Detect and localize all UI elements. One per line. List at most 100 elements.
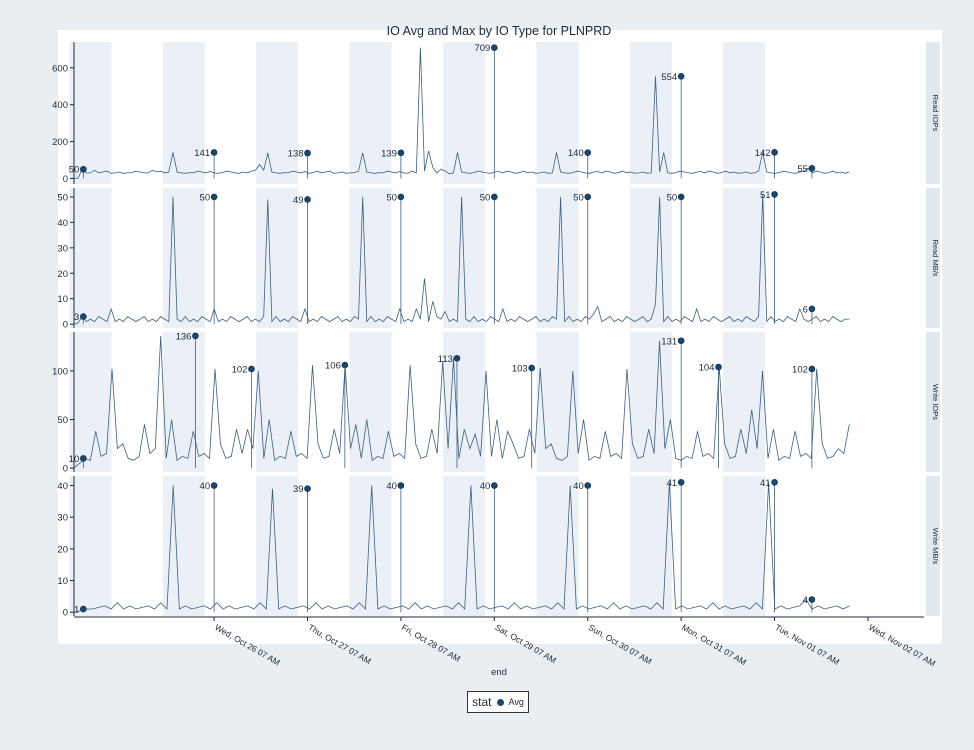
y-tick-label: 0: [63, 320, 68, 331]
marker-label: 113: [438, 354, 453, 365]
marker-label: 139: [381, 148, 397, 159]
marker-label: 41: [667, 478, 678, 489]
marker-label: 104: [699, 363, 715, 374]
avg-marker: [453, 354, 461, 362]
legend-avg-label: Avg: [508, 697, 524, 707]
day-band: [349, 476, 392, 616]
day-band: [349, 188, 392, 328]
day-band: [536, 476, 579, 616]
marker-label: 3: [74, 312, 79, 323]
panel-strip: [926, 476, 940, 616]
panel-label: Write IOPs: [931, 384, 940, 420]
avg-marker: [80, 605, 87, 613]
chart-title: IO Avg and Max by IO Type for PLNPRD: [387, 24, 612, 38]
marker-label: 50: [200, 192, 211, 203]
y-tick-label: 10: [57, 576, 68, 587]
avg-marker: [80, 165, 87, 173]
day-band: [723, 476, 766, 616]
day-band: [256, 188, 299, 328]
day-band: [162, 332, 205, 472]
avg-marker: [808, 596, 816, 603]
x-axis-title: end: [491, 667, 507, 678]
avg-marker: [248, 365, 255, 373]
avg-marker: [584, 149, 592, 156]
marker-label: 709: [474, 43, 490, 54]
avg-marker: [491, 482, 498, 489]
avg-marker: [491, 44, 498, 52]
day-band: [442, 42, 485, 184]
avg-marker: [341, 361, 349, 369]
avg-marker: [491, 193, 498, 201]
avg-marker: [210, 193, 218, 201]
marker-label: 40: [200, 481, 211, 492]
marker-label: 136: [176, 331, 192, 342]
series-line: [73, 482, 850, 613]
avg-marker: [397, 149, 405, 157]
marker-label: 50: [480, 192, 491, 203]
panel-strip: [926, 188, 940, 328]
marker-label: 51: [760, 190, 771, 201]
marker-label: 55: [797, 164, 808, 175]
marker-label: 39: [293, 484, 304, 495]
y-tick-label: 50: [57, 415, 68, 426]
panel-label: Write MB/s: [931, 528, 940, 565]
avg-marker: [677, 337, 685, 345]
avg-marker: [304, 485, 311, 492]
marker-label: 49: [293, 195, 304, 206]
marker-label: 6: [803, 304, 808, 315]
series-line: [73, 194, 850, 325]
day-band: [349, 42, 392, 184]
avg-marker: [677, 479, 685, 486]
avg-marker: [771, 479, 778, 486]
avg-marker: [677, 193, 685, 201]
avg-marker: [677, 73, 685, 80]
y-tick-label: 100: [52, 366, 68, 377]
day-band: [629, 476, 672, 616]
marker-label: 50: [573, 192, 584, 203]
avg-marker: [808, 305, 816, 313]
day-band: [723, 42, 766, 184]
avg-marker: [210, 149, 218, 156]
avg-marker: [528, 364, 535, 372]
day-band: [536, 188, 579, 328]
avg-marker: [210, 482, 218, 489]
day-band: [723, 188, 766, 328]
day-band: [162, 476, 205, 616]
marker-label: 103: [512, 363, 528, 374]
day-band: [162, 42, 205, 184]
day-band: [256, 476, 299, 616]
day-band: [629, 188, 672, 328]
day-band: [256, 42, 299, 184]
plot-region: [58, 30, 942, 644]
avg-marker: [397, 482, 405, 489]
y-tick-label: 0: [63, 174, 68, 185]
y-tick-label: 40: [57, 481, 68, 492]
avg-marker: [304, 149, 311, 157]
avg-marker: [808, 365, 816, 373]
avg-marker: [808, 165, 816, 172]
day-band: [723, 332, 766, 472]
y-tick-label: 10: [57, 294, 68, 305]
marker-label: 138: [288, 149, 304, 160]
series-line: [73, 335, 850, 469]
marker-label: 40: [573, 481, 584, 492]
legend-avg-marker: [497, 698, 505, 706]
marker-label: 140: [568, 148, 584, 159]
avg-marker: [192, 332, 199, 340]
y-tick-label: 200: [52, 137, 68, 148]
legend-title: stat: [472, 695, 492, 709]
avg-marker: [397, 193, 405, 201]
marker-label: 50: [386, 192, 397, 203]
marker-label: 131: [661, 336, 677, 347]
panel-label: Read IOPs: [931, 95, 940, 132]
marker-label: 50: [667, 192, 678, 203]
marker-label: 4: [803, 595, 808, 606]
marker-label: 102: [232, 364, 248, 375]
day-band: [256, 332, 299, 472]
y-tick-label: 0: [63, 464, 68, 475]
legend: stat Avg: [467, 691, 529, 713]
avg-marker: [771, 191, 778, 198]
y-tick-label: 50: [57, 192, 68, 203]
day-band: [629, 332, 672, 472]
